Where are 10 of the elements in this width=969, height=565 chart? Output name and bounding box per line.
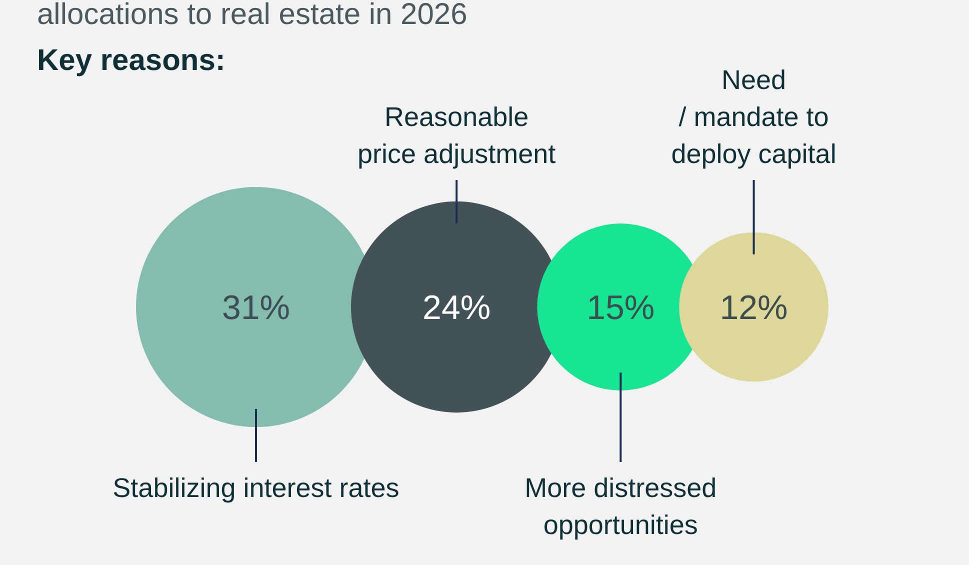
data-label: 31% xyxy=(222,289,290,327)
text: Key reasons: xyxy=(37,44,226,77)
category-label: Reasonable price adjustment xyxy=(358,102,556,169)
data-label: 24% xyxy=(422,289,491,327)
text: allocations to real estate in 2026 xyxy=(37,0,468,31)
category-label: Need / mandate to deploy capital xyxy=(671,65,836,169)
data-label: 15% xyxy=(586,289,655,327)
category-label: Stabilizing interest rates xyxy=(112,473,400,503)
category-label: More distressed opportunities xyxy=(524,473,717,540)
data-label: 12% xyxy=(720,289,788,327)
